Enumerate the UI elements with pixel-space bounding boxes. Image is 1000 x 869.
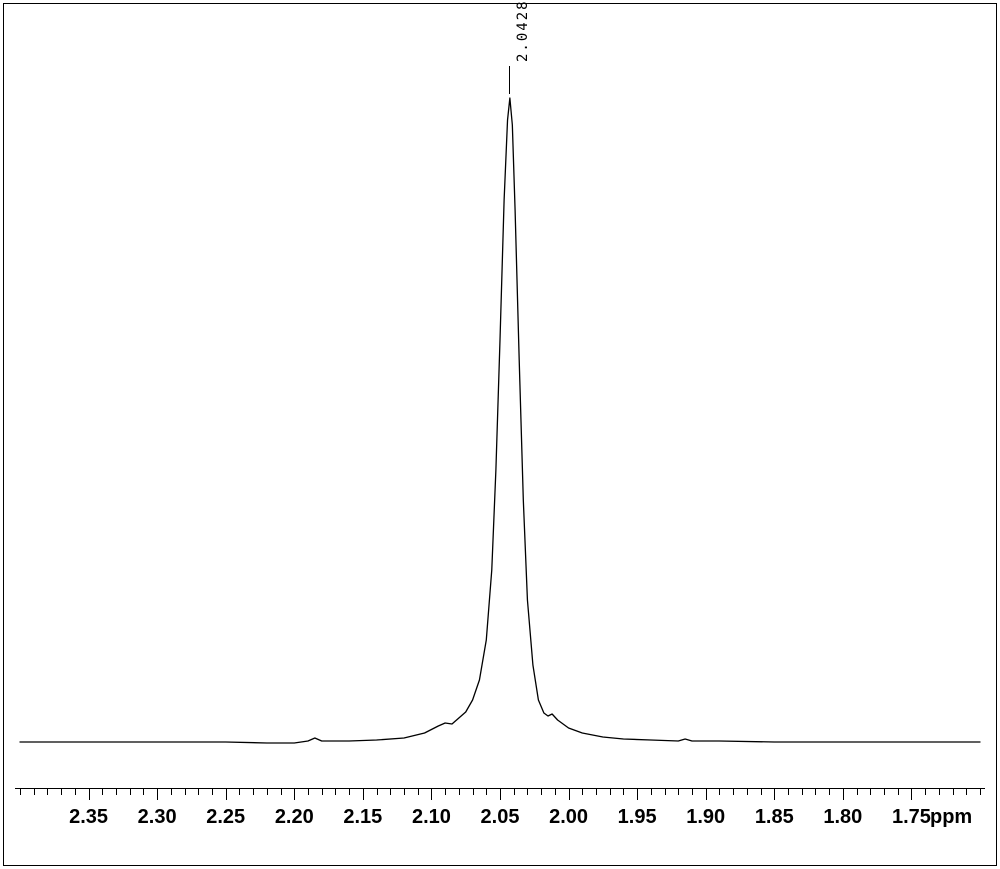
x-minor-tick [788, 788, 789, 795]
x-minor-tick [802, 788, 803, 795]
x-major-tick [89, 788, 90, 800]
x-minor-tick [966, 788, 967, 795]
x-minor-tick [733, 788, 734, 795]
x-minor-tick [390, 788, 391, 795]
x-major-tick [569, 788, 570, 800]
x-minor-tick [459, 788, 460, 795]
x-minor-tick [898, 788, 899, 795]
x-tick-label: 2.30 [138, 806, 177, 829]
x-minor-tick [322, 788, 323, 795]
x-minor-tick [267, 788, 268, 795]
x-minor-tick [939, 788, 940, 795]
x-minor-tick [418, 788, 419, 795]
x-minor-tick [377, 788, 378, 795]
x-minor-tick [514, 788, 515, 795]
x-major-tick [774, 788, 775, 800]
x-minor-tick [651, 788, 652, 795]
x-tick-label: 1.75 [892, 806, 931, 829]
x-major-tick [706, 788, 707, 800]
x-minor-tick [198, 788, 199, 795]
x-axis-unit-label: ppm [930, 806, 980, 829]
x-tick-label: 2.05 [481, 806, 520, 829]
x-minor-tick [75, 788, 76, 795]
x-major-tick [843, 788, 844, 800]
x-major-tick [637, 788, 638, 800]
x-minor-tick [34, 788, 35, 795]
x-minor-tick [555, 788, 556, 795]
x-tick-label: 2.00 [549, 806, 588, 829]
x-minor-tick [20, 788, 21, 795]
x-minor-tick [857, 788, 858, 795]
nmr-spectrum-trace [0, 0, 1000, 869]
x-tick-label: 2.25 [206, 806, 245, 829]
x-major-tick [226, 788, 227, 800]
x-minor-tick [116, 788, 117, 795]
x-minor-tick [281, 788, 282, 795]
x-minor-tick [678, 788, 679, 795]
x-minor-tick [925, 788, 926, 795]
x-minor-tick [61, 788, 62, 795]
x-minor-tick [623, 788, 624, 795]
x-minor-tick [884, 788, 885, 795]
x-minor-tick [253, 788, 254, 795]
x-minor-tick [692, 788, 693, 795]
x-minor-tick [404, 788, 405, 795]
x-tick-label: 2.15 [343, 806, 382, 829]
x-minor-tick [486, 788, 487, 795]
x-minor-tick [308, 788, 309, 795]
x-minor-tick [130, 788, 131, 795]
x-tick-label: 1.80 [823, 806, 862, 829]
x-major-tick [294, 788, 295, 800]
x-minor-tick [445, 788, 446, 795]
x-tick-label: 1.85 [755, 806, 794, 829]
x-minor-tick [185, 788, 186, 795]
x-major-tick [500, 788, 501, 800]
peak-label: 2.0428 [515, 0, 531, 62]
x-minor-tick [171, 788, 172, 795]
x-minor-tick [212, 788, 213, 795]
x-tick-label: 2.10 [412, 806, 451, 829]
x-major-tick [911, 788, 912, 800]
x-minor-tick [541, 788, 542, 795]
x-minor-tick [596, 788, 597, 795]
x-minor-tick [143, 788, 144, 795]
x-minor-tick [953, 788, 954, 795]
x-minor-tick [747, 788, 748, 795]
x-minor-tick [870, 788, 871, 795]
x-minor-tick [610, 788, 611, 795]
x-minor-tick [47, 788, 48, 795]
x-tick-label: 2.35 [69, 806, 108, 829]
x-major-tick [157, 788, 158, 800]
x-tick-label: 1.95 [618, 806, 657, 829]
peak-marker-line [509, 66, 510, 94]
x-minor-tick [665, 788, 666, 795]
x-minor-tick [335, 788, 336, 795]
x-tick-label: 2.20 [275, 806, 314, 829]
x-tick-label: 1.90 [686, 806, 725, 829]
x-major-tick [363, 788, 364, 800]
x-minor-tick [582, 788, 583, 795]
x-minor-tick [239, 788, 240, 795]
x-minor-tick [719, 788, 720, 795]
x-minor-tick [829, 788, 830, 795]
x-major-tick [431, 788, 432, 800]
x-minor-tick [102, 788, 103, 795]
x-minor-tick [761, 788, 762, 795]
x-minor-tick [473, 788, 474, 795]
x-minor-tick [349, 788, 350, 795]
x-minor-tick [980, 788, 981, 795]
x-minor-tick [815, 788, 816, 795]
x-minor-tick [527, 788, 528, 795]
